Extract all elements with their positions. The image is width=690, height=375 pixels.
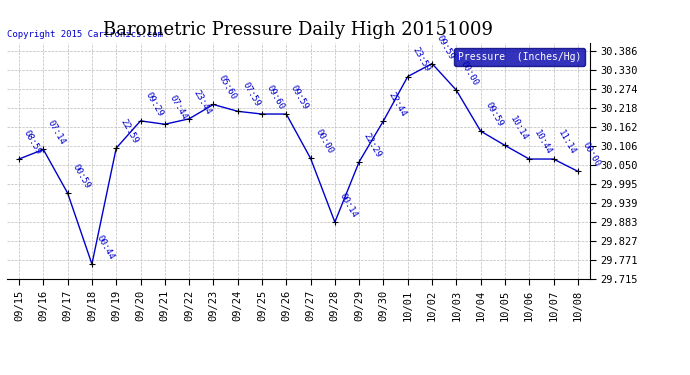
- Text: 00:59: 00:59: [70, 163, 92, 190]
- Text: 09:59: 09:59: [435, 33, 456, 61]
- Text: 11:14: 11:14: [556, 129, 578, 156]
- Text: 00:00: 00:00: [313, 128, 335, 156]
- Text: 10:14: 10:14: [508, 115, 529, 142]
- Text: 00:00: 00:00: [459, 60, 480, 87]
- Text: 07:14: 07:14: [46, 119, 68, 147]
- Text: 05:60: 05:60: [216, 74, 237, 102]
- Text: 09:29: 09:29: [144, 90, 164, 118]
- Text: 09:60: 09:60: [265, 84, 286, 111]
- Text: Copyright 2015 Cartronics.com: Copyright 2015 Cartronics.com: [7, 30, 163, 39]
- Text: 07:44: 07:44: [168, 94, 189, 122]
- Text: 09:59: 09:59: [289, 84, 311, 111]
- Text: 10:44: 10:44: [532, 129, 553, 156]
- Text: 22:44: 22:44: [386, 90, 408, 118]
- Title: Barometric Pressure Daily High 20151009: Barometric Pressure Daily High 20151009: [104, 21, 493, 39]
- Legend: Pressure  (Inches/Hg): Pressure (Inches/Hg): [454, 48, 585, 66]
- Text: 00:14: 00:14: [337, 192, 359, 219]
- Text: 00:44: 00:44: [95, 234, 116, 261]
- Text: 09:59: 09:59: [484, 100, 504, 128]
- Text: 23:44: 23:44: [192, 88, 213, 116]
- Text: 22:59: 22:59: [119, 118, 140, 146]
- Text: 22:29: 22:29: [362, 131, 383, 159]
- Text: 07:59: 07:59: [241, 81, 262, 108]
- Text: 00:00: 00:00: [580, 141, 602, 168]
- Text: 23:59: 23:59: [411, 46, 432, 74]
- Text: 08:59: 08:59: [22, 129, 43, 156]
